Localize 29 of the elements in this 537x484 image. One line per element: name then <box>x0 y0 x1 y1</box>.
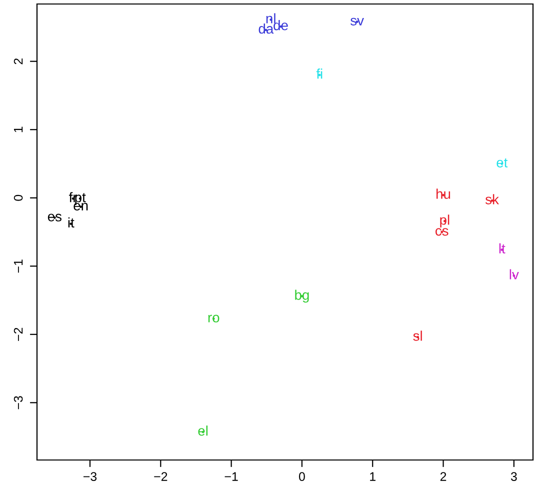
y-tick-label: −3 <box>14 396 23 410</box>
data-label: sv <box>350 18 364 26</box>
x-tick-label: 3 <box>510 472 517 481</box>
y-tick-label: −1 <box>14 260 23 273</box>
x-tick-label: 0 <box>298 472 305 481</box>
data-label: it <box>68 217 74 228</box>
y-tick-label: 1 <box>14 126 23 132</box>
x-tick-label: −2 <box>154 472 168 481</box>
data-label: pl <box>440 214 450 228</box>
data-label: nl <box>266 13 276 24</box>
data-label: de <box>274 20 288 30</box>
data-label: lt <box>499 243 506 254</box>
data-label: es <box>48 214 62 222</box>
data-label: fi <box>316 68 322 79</box>
data-label: en <box>74 202 88 210</box>
data-label: sk <box>485 194 499 204</box>
data-label: bg <box>295 290 309 303</box>
x-tick-label: −3 <box>83 472 97 481</box>
x-tick-label: 2 <box>440 472 446 481</box>
x-tick-label: −1 <box>224 472 238 481</box>
y-tick-label: −2 <box>14 328 23 341</box>
y-tick-label: 2 <box>14 58 23 64</box>
data-label: da <box>258 23 274 34</box>
x-tick-label: 1 <box>370 472 376 481</box>
y-tick-label: 0 <box>14 194 23 201</box>
data-label: hu <box>436 188 450 199</box>
data-label: et <box>496 158 508 168</box>
data-label: cs <box>436 228 448 236</box>
data-label: fr <box>68 192 78 202</box>
